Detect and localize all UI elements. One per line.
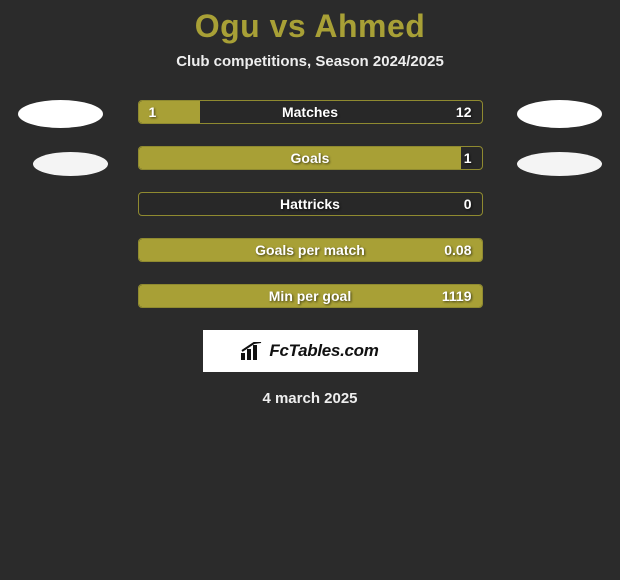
bar-right-value: 1 (464, 147, 472, 169)
bar-row: Goals1 (138, 146, 483, 170)
bar-row: 1Matches12 (138, 100, 483, 124)
bar-label: Goals per match (139, 239, 482, 261)
page-subtitle: Club competitions, Season 2024/2025 (0, 53, 620, 70)
bar-right-value: 1119 (442, 285, 472, 307)
bar-right-value: 0 (464, 193, 472, 215)
branding-badge: FcTables.com (203, 330, 418, 372)
branding-icon (241, 342, 263, 360)
page-title: Ogu vs Ahmed (0, 0, 620, 45)
player-left-shadow (33, 152, 108, 176)
bar-row: Hattricks0 (138, 192, 483, 216)
bar-right-value: 0.08 (444, 239, 471, 261)
player-right-avatar (517, 100, 602, 128)
bar-label: Matches (139, 101, 482, 123)
bar-label: Min per goal (139, 285, 482, 307)
branding-text: FcTables.com (269, 341, 378, 361)
player-right-shadow (517, 152, 602, 176)
bars-container: 1Matches12Goals1Hattricks0Goals per matc… (138, 100, 483, 308)
bar-label: Goals (139, 147, 482, 169)
comparison-chart: 1Matches12Goals1Hattricks0Goals per matc… (0, 100, 620, 308)
date-text: 4 march 2025 (0, 390, 620, 407)
player-left-avatar (18, 100, 103, 128)
bar-label: Hattricks (139, 193, 482, 215)
bar-row: Min per goal1119 (138, 284, 483, 308)
bar-right-value: 12 (456, 101, 472, 123)
bar-row: Goals per match0.08 (138, 238, 483, 262)
